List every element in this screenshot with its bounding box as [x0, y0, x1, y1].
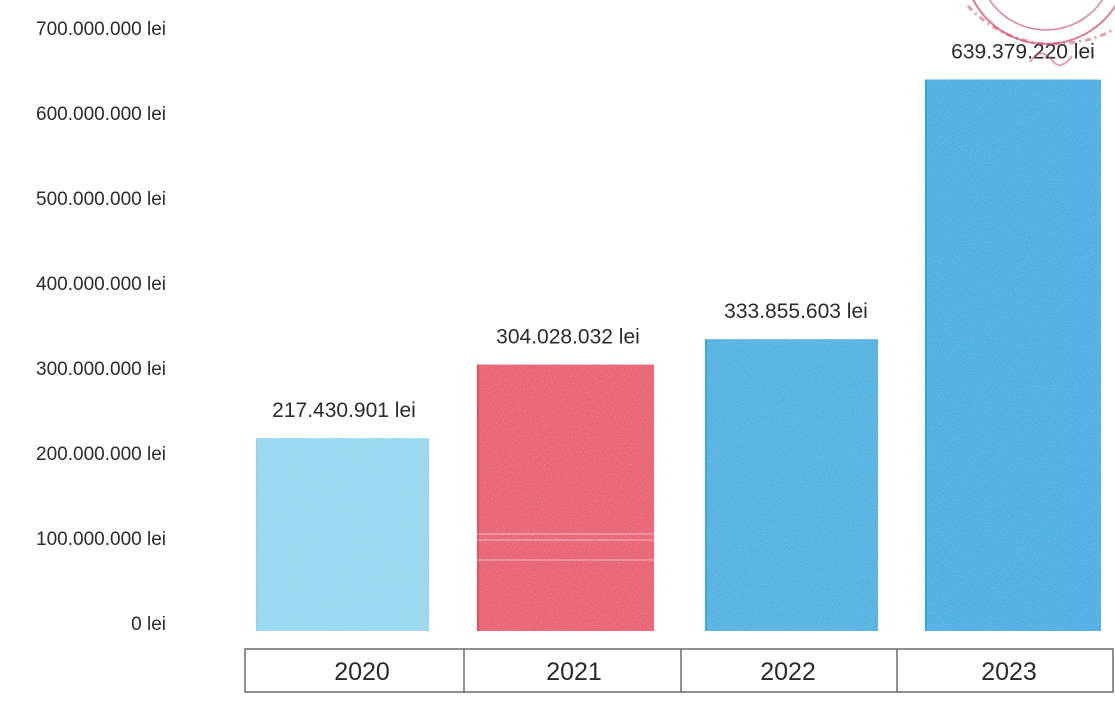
x-category-label: 2022 [760, 658, 816, 686]
stamp-lettering [966, 4, 1113, 46]
data-label: 217.430.901 lei [272, 399, 416, 422]
stamp-outer-ring [972, 0, 1115, 45]
bar-rect [256, 438, 429, 631]
y-tick-label: 100.000.000 lei [36, 529, 166, 550]
y-axis-tick-labels: 0 lei 100.000.000 lei 200.000.000 lei 300.0… [36, 19, 166, 635]
y-tick-label: 200.000.000 lei [36, 444, 166, 465]
bar-2022 [705, 339, 878, 631]
y-tick-label: 500.000.000 lei [36, 189, 166, 210]
y-tick-label: 600.000.000 lei [36, 104, 166, 125]
y-tick-label: 400.000.000 lei [36, 274, 166, 295]
bar-rect [705, 339, 878, 631]
x-category-label: 2021 [546, 658, 602, 686]
bars [256, 79, 1101, 632]
stamp-inner-ring [988, 0, 1104, 31]
y-tick-label: 700.000.000 lei [36, 19, 166, 40]
bar-edge [256, 438, 258, 631]
y-tick-label: 300.000.000 lei [36, 359, 166, 380]
category-table: 2020 2021 2022 2023 [244, 648, 1114, 693]
stamp-signature-mark [1029, 52, 1073, 67]
bar-edge [477, 364, 479, 631]
bar-edge [705, 339, 707, 631]
bar-2020 [256, 438, 429, 631]
bar-rect [477, 364, 654, 631]
bar-edge [925, 79, 927, 632]
x-category-label: 2023 [981, 658, 1037, 686]
data-label: 639.379.220 lei [951, 41, 1095, 64]
bar-2021 [477, 364, 654, 631]
category-table-frame [244, 648, 1114, 693]
data-label: 333.855.603 lei [724, 300, 868, 323]
y-tick-label: 0 lei [131, 614, 166, 635]
data-label: 304.028.032 lei [496, 326, 640, 349]
bar-rect [925, 79, 1101, 632]
data-labels: 217.430.901 lei 304.028.032 lei 333.855.60… [272, 41, 1095, 423]
stamp-seal [966, 0, 1115, 67]
bar-2023 [925, 79, 1101, 632]
x-category-label: 2020 [334, 658, 390, 686]
